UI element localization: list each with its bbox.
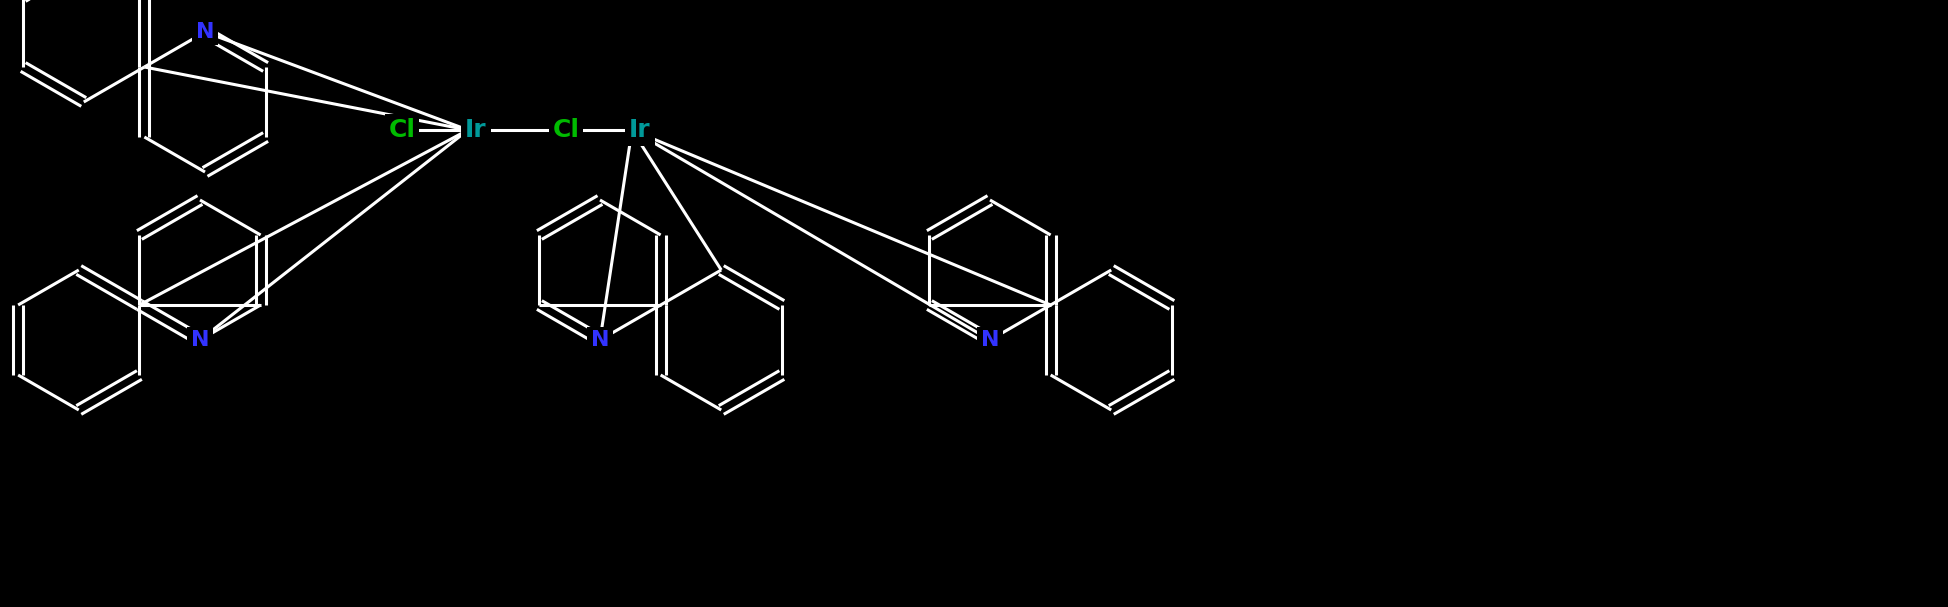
Text: N: N	[191, 330, 208, 350]
Text: N: N	[980, 330, 999, 350]
Text: Ir: Ir	[466, 118, 487, 142]
Text: Ir: Ir	[629, 118, 651, 142]
Text: N: N	[195, 22, 214, 42]
Text: N: N	[590, 330, 610, 350]
Text: Cl: Cl	[553, 118, 579, 142]
Text: Cl: Cl	[388, 118, 415, 142]
